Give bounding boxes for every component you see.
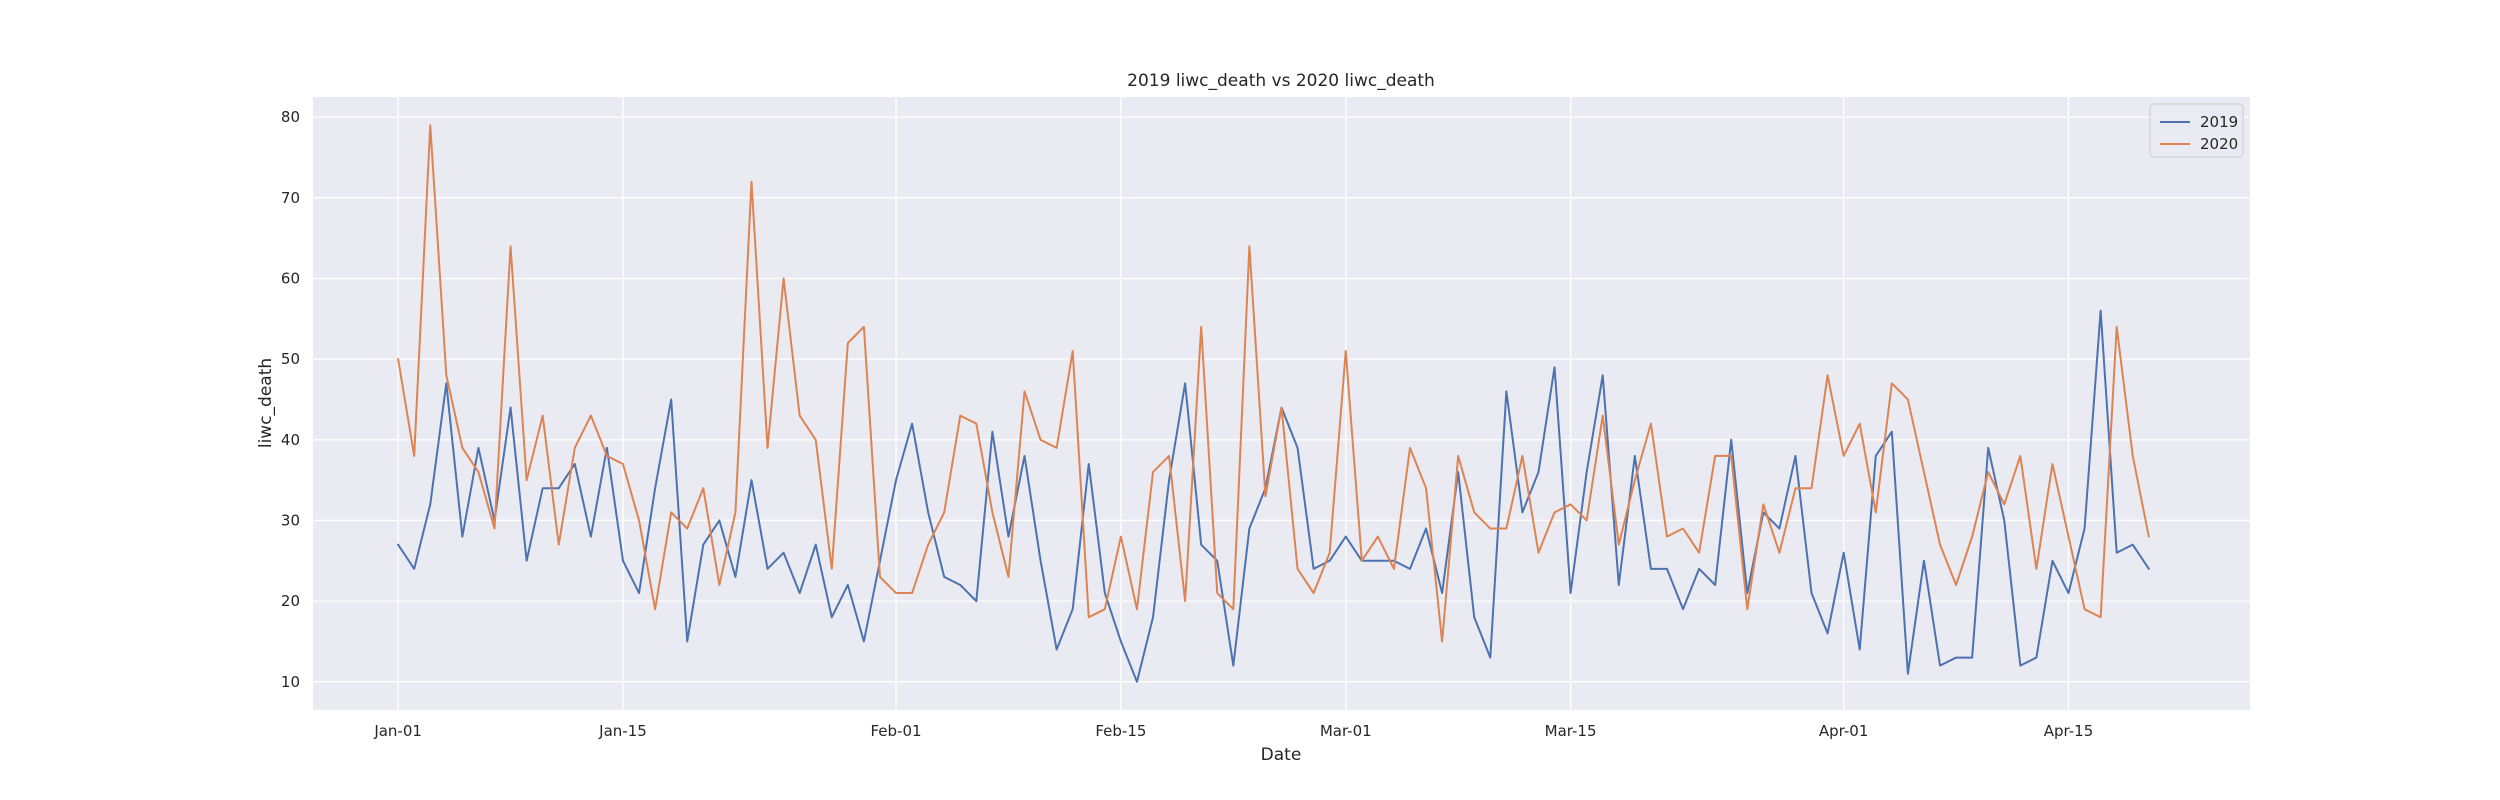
x-axis-label: Date <box>1261 745 1302 765</box>
legend-label: 2019 <box>2200 113 2238 131</box>
x-tick-label: Mar-15 <box>1545 722 1597 740</box>
legend-label: 2020 <box>2200 135 2238 153</box>
legend: 2019 2020 <box>2149 103 2244 158</box>
x-tick-label: Jan-15 <box>598 722 647 740</box>
y-tick-label: 30 <box>281 511 300 529</box>
x-tick-labels: Jan-01 Jan-15 Feb-01 Feb-15 Mar-01 Mar-15 Apr-… <box>373 722 2093 740</box>
x-tick-label: Apr-15 <box>2044 722 2094 740</box>
y-tick-label: 20 <box>281 592 300 610</box>
x-tick-label: Apr-01 <box>1819 722 1869 740</box>
x-tick-label: Jan-01 <box>373 722 422 740</box>
x-tick-label: Feb-01 <box>870 722 921 740</box>
y-tick-label: 40 <box>281 431 300 449</box>
series-line-2020 <box>397 124 2150 643</box>
y-tick-label: 70 <box>281 189 300 207</box>
x-tick-label: Mar-01 <box>1320 722 1372 740</box>
y-tick-label: 50 <box>281 350 300 368</box>
y-tick-label: 60 <box>281 269 300 287</box>
y-axis-label: liwc_death <box>256 358 276 448</box>
y-tick-label: 10 <box>281 673 300 691</box>
chart-title: 2019 liwc_death vs 2020 liwc_death <box>1127 71 1435 91</box>
y-tick-label: 80 <box>281 108 300 126</box>
x-tick-label: Feb-15 <box>1095 722 1146 740</box>
y-tick-labels: 10 20 30 40 50 60 70 80 <box>281 108 300 691</box>
series-layer <box>397 124 2150 683</box>
plot-area <box>313 97 2250 710</box>
grid-lines <box>313 97 2250 710</box>
